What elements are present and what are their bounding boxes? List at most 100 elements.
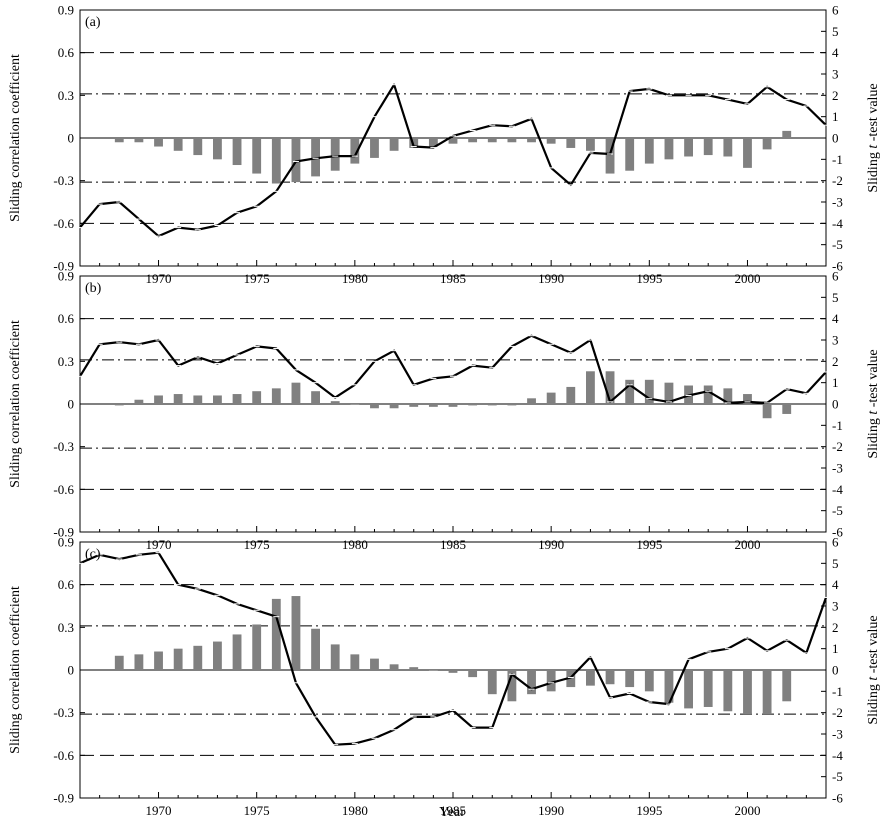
panel-c: 0.9 0.6 0.3 0 -0.3 -0.6 -0.9 6 5 4 3 2 1 0 -1 -2 -3 -4 -5 -… [8, 535, 881, 819]
correlation-bar [428, 404, 438, 407]
correlation-bar [782, 130, 792, 138]
x-tick-label: 1990 [538, 537, 564, 552]
left-tick-label: -0.6 [53, 216, 74, 231]
correlation-bar [743, 670, 752, 715]
correlation-bar [487, 670, 497, 695]
correlation-bar [468, 138, 478, 143]
correlation-bar [664, 382, 674, 404]
x-tick-label: 1995 [636, 537, 662, 552]
x-tick-label: 1995 [636, 271, 662, 286]
correlation-bar [232, 138, 242, 166]
correlation-bar [291, 382, 301, 404]
correlation-bar [625, 138, 635, 171]
x-tick-label: 1985 [440, 803, 466, 818]
t-test-line [79, 83, 827, 238]
correlation-bar [350, 404, 360, 405]
correlation-bar [370, 404, 379, 409]
correlation-bar [311, 391, 320, 404]
correlation-bar [271, 388, 281, 404]
right-tick-label: 0 [832, 131, 839, 146]
right-tick-label: 1 [832, 641, 839, 656]
correlation-bar [546, 670, 556, 692]
correlation-bar [330, 644, 340, 670]
right-tick-label: 0 [832, 663, 839, 678]
correlation-bar [448, 138, 458, 144]
right-tick-label: 0 [832, 397, 839, 412]
correlation-bar [232, 394, 242, 404]
correlation-bar [291, 596, 301, 670]
right-axis-title: Sliding t -test value [866, 349, 881, 458]
correlation-bar [154, 395, 163, 404]
correlation-bar [723, 388, 733, 404]
correlation-bar [409, 404, 419, 407]
panel-label: (b) [85, 281, 102, 296]
correlation-bar [723, 670, 733, 712]
correlation-bar [154, 138, 163, 147]
correlation-bar [487, 404, 497, 406]
right-tick-label: -3 [832, 727, 843, 742]
right-tick-label: 1 [832, 375, 839, 390]
right-tick-label: -1 [832, 684, 843, 699]
correlation-bar [213, 395, 222, 404]
correlation-bar [762, 670, 772, 715]
x-tick-label: 2000 [734, 271, 760, 286]
left-tick-label: 0.9 [58, 3, 74, 18]
x-tick-label: 1970 [146, 271, 172, 286]
right-tick-label: 4 [832, 311, 839, 326]
correlation-bar [173, 648, 183, 670]
left-tick-label: -0.3 [53, 705, 74, 720]
right-tick-label: -5 [832, 503, 843, 518]
correlation-bar [605, 138, 615, 174]
left-tick-label: 0.3 [58, 620, 74, 635]
correlation-bar [173, 394, 183, 404]
right-tick-label: -5 [832, 769, 843, 784]
right-tick-label: -6 [832, 259, 843, 274]
right-tick-label: 1 [832, 109, 839, 124]
correlation-bar [625, 670, 635, 688]
correlation-bar [546, 138, 556, 144]
correlation-bar [252, 391, 262, 404]
panel-a: 0.9 0.6 0.3 0 -0.3 -0.6 -0.9 6 5 4 3 2 1 0 -1 -2 -3 -4 -5 -… [8, 3, 881, 287]
correlation-bar [448, 670, 458, 673]
correlation-bar [743, 394, 752, 404]
correlation-bar [586, 371, 595, 404]
correlation-bar [252, 138, 262, 174]
right-axis-title: Sliding t -test value [866, 615, 881, 724]
correlation-bar [684, 138, 693, 157]
right-tick-label: 3 [832, 599, 839, 614]
right-tick-label: 5 [832, 556, 839, 571]
left-tick-label: 0.9 [58, 269, 74, 284]
correlation-bar [644, 379, 654, 404]
correlation-bar [232, 634, 242, 670]
x-tick-label: 1985 [440, 271, 466, 286]
correlation-bar [173, 138, 183, 151]
left-tick-label: -0.6 [53, 482, 74, 497]
correlation-bar [566, 138, 576, 148]
t-test-line [79, 334, 827, 404]
correlation-bar [625, 379, 635, 404]
left-tick-label: -0.9 [53, 525, 74, 540]
correlation-bar [134, 654, 144, 670]
correlation-bar [311, 628, 320, 670]
x-tick-label: 2000 [734, 537, 760, 552]
correlation-bar [586, 138, 595, 151]
right-tick-label: 2 [832, 620, 839, 635]
x-tick-label: 1985 [440, 537, 466, 552]
correlation-bar [370, 658, 379, 670]
x-tick-label: 1980 [342, 803, 368, 818]
correlation-bar [468, 404, 478, 406]
t-test-line [79, 551, 828, 746]
correlation-bar [350, 654, 360, 670]
correlation-bar [389, 664, 399, 670]
left-tick-label: 0.3 [58, 88, 74, 103]
right-tick-label: 3 [832, 67, 839, 82]
panel-label: (a) [85, 15, 101, 30]
correlation-bar [703, 385, 713, 404]
correlation-bar [566, 386, 576, 404]
correlation-bar [586, 670, 595, 686]
right-tick-label: 2 [832, 88, 839, 103]
left-tick-label: -0.9 [53, 259, 74, 274]
correlation-bar [389, 404, 399, 409]
right-tick-label: 5 [832, 24, 839, 39]
